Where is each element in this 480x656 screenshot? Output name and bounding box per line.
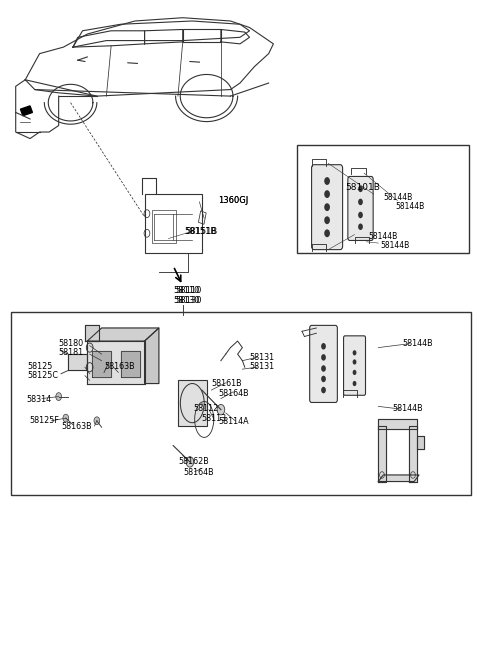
Circle shape	[321, 365, 326, 372]
Polygon shape	[87, 328, 159, 341]
Text: 58144B: 58144B	[402, 339, 433, 348]
Circle shape	[324, 230, 330, 237]
Circle shape	[324, 177, 330, 185]
Circle shape	[358, 186, 363, 192]
Polygon shape	[417, 436, 424, 449]
Text: 58113: 58113	[202, 415, 227, 423]
Text: 58125F: 58125F	[29, 417, 59, 425]
Text: 58110: 58110	[176, 285, 202, 295]
Text: 58131: 58131	[250, 353, 275, 362]
Text: 58130: 58130	[176, 296, 202, 305]
Polygon shape	[92, 351, 111, 377]
Text: 58162B: 58162B	[178, 457, 209, 466]
Text: 58151B: 58151B	[185, 227, 217, 236]
FancyBboxPatch shape	[312, 165, 343, 250]
Text: 1360GJ: 1360GJ	[218, 196, 248, 205]
Circle shape	[353, 381, 357, 386]
FancyBboxPatch shape	[348, 176, 373, 241]
Circle shape	[94, 417, 100, 424]
Circle shape	[324, 216, 330, 224]
FancyBboxPatch shape	[344, 336, 365, 396]
Circle shape	[321, 354, 326, 361]
Circle shape	[321, 343, 326, 350]
Text: 58151B: 58151B	[184, 227, 216, 236]
Text: 58131: 58131	[250, 362, 275, 371]
Text: 58314: 58314	[26, 395, 51, 403]
Polygon shape	[144, 328, 159, 384]
Text: 58164B: 58164B	[184, 468, 214, 477]
Text: 58144B: 58144B	[369, 232, 398, 241]
Polygon shape	[120, 351, 140, 377]
Circle shape	[353, 350, 357, 356]
Text: 58144B: 58144B	[393, 405, 423, 413]
Text: 58164B: 58164B	[218, 389, 249, 398]
Circle shape	[63, 414, 69, 422]
Text: 58144B: 58144B	[395, 202, 424, 211]
Text: 58101B: 58101B	[345, 183, 380, 192]
Circle shape	[186, 457, 194, 467]
Polygon shape	[378, 426, 385, 482]
Text: 58110: 58110	[173, 285, 200, 295]
Text: 1360GJ: 1360GJ	[218, 196, 249, 205]
Text: 58180: 58180	[59, 339, 84, 348]
Text: 58181: 58181	[59, 348, 84, 357]
Circle shape	[56, 393, 61, 401]
Circle shape	[353, 359, 357, 365]
Text: 58125: 58125	[28, 362, 53, 371]
Polygon shape	[378, 419, 417, 429]
Polygon shape	[378, 475, 419, 482]
Circle shape	[321, 376, 326, 382]
Circle shape	[324, 203, 330, 211]
Bar	[297, 145, 469, 253]
Circle shape	[358, 199, 363, 205]
Bar	[11, 312, 471, 495]
Text: 58114A: 58114A	[218, 417, 249, 426]
Text: 58125C: 58125C	[28, 371, 59, 380]
Circle shape	[106, 369, 112, 377]
Text: 58163B: 58163B	[61, 422, 92, 431]
Text: 58112: 58112	[194, 405, 219, 413]
Circle shape	[217, 405, 225, 415]
Polygon shape	[409, 426, 417, 482]
Circle shape	[321, 387, 326, 394]
Bar	[198, 211, 206, 224]
Circle shape	[358, 212, 363, 218]
Text: 58130: 58130	[173, 296, 200, 305]
Polygon shape	[21, 106, 33, 115]
Circle shape	[358, 224, 363, 230]
Bar	[178, 380, 206, 426]
Text: 58163B: 58163B	[104, 362, 134, 371]
Polygon shape	[85, 325, 99, 341]
Circle shape	[353, 370, 357, 375]
Polygon shape	[68, 354, 87, 371]
Polygon shape	[87, 341, 144, 384]
Text: 58144B: 58144B	[381, 241, 410, 250]
Text: 58144B: 58144B	[383, 193, 412, 202]
FancyBboxPatch shape	[310, 325, 337, 403]
Circle shape	[324, 190, 330, 198]
Text: 58161B: 58161B	[211, 379, 242, 388]
